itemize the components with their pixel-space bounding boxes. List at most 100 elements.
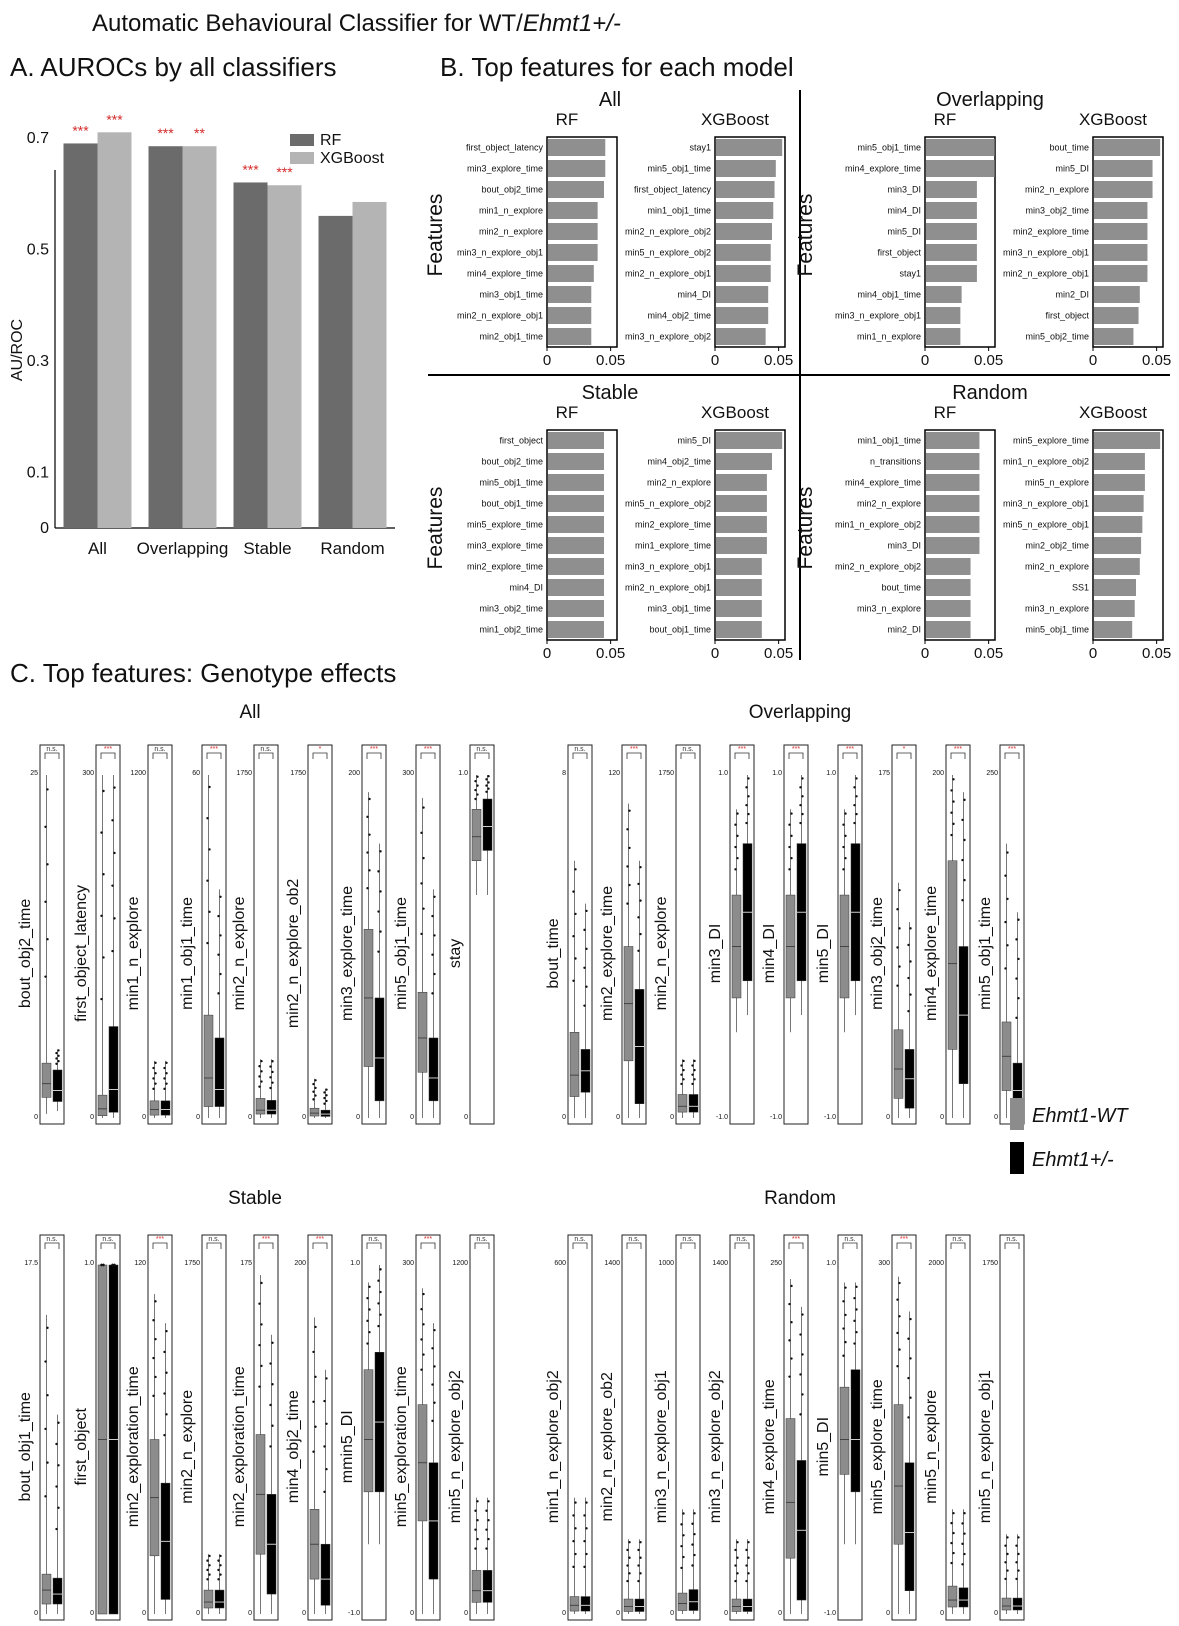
- significance-label: ***: [1008, 746, 1016, 753]
- outlier-point: [431, 1347, 434, 1350]
- legend-label: XGBoost: [320, 150, 385, 167]
- outlier-point: [269, 1403, 272, 1407]
- outlier-point: [325, 1377, 328, 1380]
- y-zero-tick: 0: [410, 1114, 414, 1121]
- y-max-tick: 250: [986, 770, 998, 777]
- outlier-point: [206, 879, 209, 882]
- significance-bracket: [572, 752, 588, 759]
- significance-label: ***: [630, 746, 638, 753]
- x-tick-label: 0.05: [764, 352, 793, 369]
- feature-label: min5_obj2_time: [1025, 332, 1089, 342]
- outlier-point: [747, 1541, 750, 1544]
- outlier-point: [842, 1300, 845, 1303]
- y-max-tick: 300: [82, 770, 94, 777]
- outlier-point: [111, 1263, 114, 1267]
- outlier-point: [736, 1556, 739, 1559]
- legend-label-wt: Ehmt1-WT: [1032, 1105, 1129, 1127]
- feature-label: min5_n_explore_obj1: [1003, 520, 1089, 530]
- outlier-point: [896, 1331, 899, 1335]
- outlier-point: [745, 803, 748, 807]
- outlier-point: [583, 928, 586, 932]
- significance-label: n.s.: [952, 1236, 963, 1243]
- outlier-point: [420, 1308, 423, 1311]
- outlier-point: [485, 1509, 488, 1512]
- x-tick-label: 0: [921, 645, 929, 662]
- outlier-point: [474, 797, 477, 801]
- outlier-point: [907, 1337, 910, 1340]
- significance-label: ***: [156, 1236, 164, 1243]
- outlier-point: [788, 1339, 791, 1342]
- outlier-point: [100, 831, 103, 834]
- outlier-point: [208, 1554, 211, 1558]
- x-tick-label: 0.05: [596, 645, 625, 662]
- feature-label: min4_explore_time: [845, 478, 921, 488]
- box-wt: [677, 1592, 688, 1611]
- significance-bracket: [44, 1242, 60, 1249]
- outlier-point: [44, 900, 47, 903]
- outlier-point: [271, 1341, 274, 1344]
- outlier-point: [745, 1548, 748, 1552]
- outlier-point: [680, 1082, 683, 1086]
- feature-label: min5_n_explore_obj2: [625, 248, 711, 258]
- feature-label: min2_obj2_time: [1025, 541, 1089, 551]
- significance-label: n.s.: [628, 1236, 639, 1243]
- outlier-point: [111, 819, 114, 822]
- subplot-group-title: Overlapping: [936, 89, 1044, 111]
- boxplot-frame: [945, 1234, 971, 1621]
- feature-label: min2_n_explore: [479, 227, 543, 237]
- outlier-point: [325, 1088, 328, 1091]
- y-tick-label: 0.5: [27, 241, 49, 258]
- outlier-point: [485, 1528, 488, 1531]
- outlier-point: [790, 1284, 793, 1288]
- significance-bracket: [420, 752, 436, 759]
- significance-label: ***: [900, 1236, 908, 1243]
- outlier-point: [736, 1541, 739, 1544]
- y-zero-tick: 0: [670, 1114, 674, 1121]
- boxplot-frame: [95, 744, 121, 1125]
- outlier-point: [379, 1313, 382, 1316]
- outlier-point: [682, 1059, 685, 1063]
- feature-bar: [716, 202, 774, 219]
- box-het: [320, 1543, 331, 1606]
- y-max-tick: 1750: [658, 770, 674, 777]
- y-max-tick: 1.0: [350, 1260, 360, 1267]
- outlier-point: [314, 1325, 317, 1329]
- outlier-point: [682, 1512, 685, 1515]
- outlier-point: [113, 851, 116, 855]
- outlier-point: [1006, 851, 1009, 854]
- outlier-point: [44, 1360, 47, 1363]
- feature-label: min3_n_explore_obj1: [1003, 499, 1089, 509]
- feature-label: min5_n_explore: [1025, 478, 1089, 488]
- outlier-point: [44, 825, 47, 829]
- outlier-point: [258, 1075, 261, 1078]
- feature-label: min5_obj1_time: [1025, 625, 1089, 635]
- box-wt: [255, 1098, 266, 1115]
- boxplot-frame: [95, 1234, 121, 1621]
- feature-bar: [716, 600, 762, 617]
- feature-name-label: first_object: [73, 1408, 90, 1486]
- feature-bar: [1094, 307, 1139, 324]
- boxplot-frame: [675, 1234, 701, 1621]
- significance-label: *: [319, 746, 322, 753]
- outlier-point: [420, 831, 423, 835]
- outlier-point: [111, 884, 114, 887]
- outlier-point: [260, 1281, 263, 1285]
- y-max-tick: 120: [134, 1260, 146, 1267]
- box-wt: [947, 1585, 958, 1608]
- feature-label: min3_n_explore_obj1: [625, 562, 711, 572]
- outlier-point: [626, 1564, 629, 1567]
- boxplot-frame: [39, 744, 65, 1125]
- feature-label: first_object: [877, 248, 921, 258]
- feature-bar: [1094, 244, 1148, 261]
- outlier-point: [487, 781, 490, 784]
- outlier-point: [55, 1527, 58, 1531]
- outlier-point: [961, 898, 964, 902]
- significance-bracket: [626, 752, 642, 759]
- outlier-point: [961, 858, 964, 862]
- outlier-point: [314, 1086, 317, 1090]
- significance-bracket: [258, 752, 274, 759]
- feature-bar: [716, 558, 762, 575]
- outlier-point: [219, 1564, 222, 1567]
- feature-label: first_object: [1045, 311, 1089, 321]
- outlier-point: [476, 1500, 479, 1503]
